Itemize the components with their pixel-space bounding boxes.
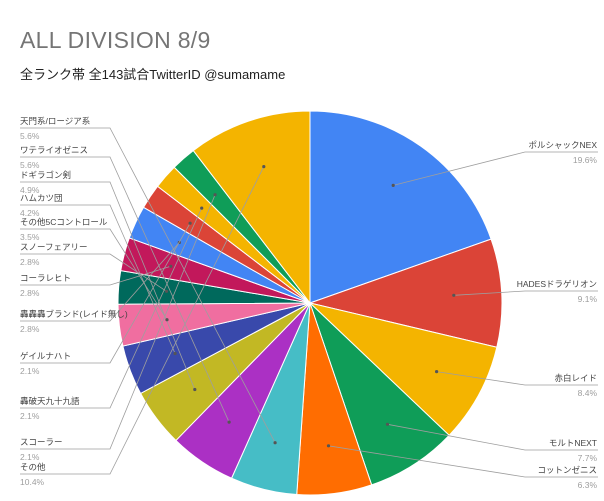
slice-percent: 2.1% bbox=[20, 452, 40, 462]
leader-dot bbox=[165, 318, 169, 322]
leader-line bbox=[20, 207, 203, 409]
leader-dot bbox=[391, 183, 395, 187]
slice-label: 轟轟轟ブランド(レイド無し) bbox=[20, 309, 128, 319]
slice-percent: 4.2% bbox=[20, 208, 40, 218]
slice-percent: 7.7% bbox=[578, 453, 598, 463]
leader-line bbox=[453, 290, 598, 296]
slice-percent: 19.6% bbox=[573, 155, 598, 165]
leader-line bbox=[387, 423, 598, 451]
leader-line bbox=[20, 166, 265, 475]
slice-percent: 6.3% bbox=[578, 480, 598, 490]
slice-percent: 2.8% bbox=[20, 257, 40, 267]
leader-dot bbox=[193, 387, 197, 392]
slice-label: ハムカツ団 bbox=[20, 193, 63, 203]
leader-dot bbox=[188, 221, 192, 225]
leader-dot bbox=[262, 165, 266, 169]
slice-percent: 9.1% bbox=[578, 294, 598, 304]
slice-percent: 2.1% bbox=[20, 366, 40, 376]
slice-percent: 2.8% bbox=[20, 288, 40, 298]
slice-label: ドギラゴン剣 bbox=[20, 170, 71, 180]
leader-line bbox=[20, 228, 168, 320]
leader-line bbox=[20, 265, 171, 286]
pie-slice bbox=[309, 302, 450, 486]
slice-percent: 4.9% bbox=[20, 185, 40, 195]
leader-line bbox=[20, 194, 216, 450]
leader-dot bbox=[273, 441, 277, 445]
leader-line bbox=[20, 223, 191, 364]
slice-percent: 5.6% bbox=[20, 131, 40, 141]
slice-label: コーラレヒト bbox=[20, 273, 71, 283]
slice-label: その他 bbox=[20, 462, 46, 472]
leader-line bbox=[20, 242, 180, 322]
slice-label: コットンゼニス bbox=[537, 465, 597, 475]
leader-dot bbox=[173, 351, 177, 356]
pie-slice bbox=[308, 302, 498, 437]
slice-label: ポルシャックNEX bbox=[529, 140, 598, 150]
leader-dot bbox=[452, 293, 456, 297]
slice-percent: 10.4% bbox=[20, 477, 45, 487]
leader-line bbox=[20, 204, 176, 354]
slice-label: 赤白レイド bbox=[554, 373, 597, 383]
leader-dot bbox=[435, 370, 439, 374]
slice-percent: 8.4% bbox=[578, 388, 598, 398]
slice-label: ワテライオゼニス bbox=[20, 145, 88, 155]
leader-dot bbox=[385, 422, 390, 426]
slice-label: スノーフェアリー bbox=[20, 242, 88, 252]
leader-line bbox=[328, 445, 598, 478]
leader-dot bbox=[213, 193, 217, 197]
slice-label: スコーラー bbox=[20, 437, 63, 447]
slice-label: ゲイルナハト bbox=[20, 351, 71, 361]
leader-line bbox=[393, 151, 598, 186]
slice-label: HADESドラゲリオン bbox=[517, 279, 597, 289]
slice-percent: 5.6% bbox=[20, 160, 40, 170]
chart-title: ALL DIVISION 8/9 bbox=[20, 27, 211, 53]
pie-slice bbox=[192, 110, 311, 305]
leader-line bbox=[20, 127, 276, 443]
leader-dot bbox=[227, 420, 231, 424]
leader-line bbox=[20, 156, 230, 423]
slice-label: その他5Cコントロール bbox=[20, 217, 108, 227]
leader-dot bbox=[169, 264, 173, 268]
chart-subtitle: 全ランク帯 全143試合TwitterID @sumamame bbox=[20, 67, 286, 82]
slice-label: 轟破天九十九語 bbox=[20, 396, 80, 406]
slice-percent: 2.1% bbox=[20, 411, 40, 421]
slice-percent: 3.5% bbox=[20, 232, 40, 242]
leader-line bbox=[436, 371, 598, 386]
leader-dot bbox=[164, 289, 169, 293]
slice-percent: 2.8% bbox=[20, 324, 40, 334]
leader-dot bbox=[326, 444, 331, 448]
slice-label: 天門系/ロージア系 bbox=[20, 116, 90, 126]
slice-label: モルトNEXT bbox=[549, 438, 597, 448]
leader-dot bbox=[200, 206, 204, 210]
